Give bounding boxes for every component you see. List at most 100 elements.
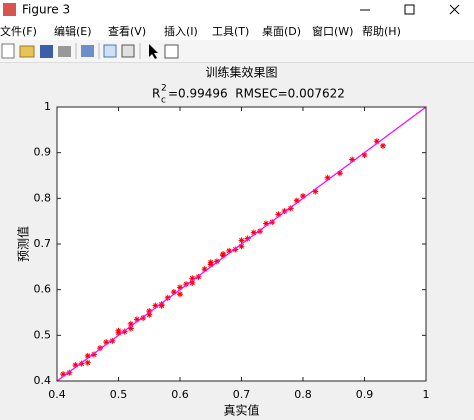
point [127, 320, 134, 327]
open-icon[interactable] [19, 45, 35, 58]
subtitle-base: R [152, 87, 160, 101]
print-icon[interactable] [58, 46, 71, 57]
point [115, 327, 122, 334]
y-axis-label: 预测值 [16, 226, 31, 262]
point [84, 352, 91, 359]
point [189, 275, 196, 282]
x-tick-label: 0.4 [48, 388, 66, 401]
menu-item[interactable]: 编辑(E) [54, 25, 92, 38]
pointer-icon[interactable] [149, 44, 158, 59]
x-tick-label: 0.5 [110, 388, 128, 401]
point [275, 211, 282, 218]
y-tick-label: 0.5 [34, 328, 52, 341]
point [158, 302, 165, 309]
point [336, 170, 343, 177]
point [349, 156, 356, 163]
point [164, 294, 171, 301]
point [312, 188, 319, 195]
toolbar-icons [1, 43, 179, 59]
x-tick-label: 0.8 [294, 388, 312, 401]
chart: 训练集效果图 R 2 c =0.99496 RMSEC=0.007622 0.4 0.5 0.… [16, 65, 430, 418]
point [226, 247, 233, 254]
menu-item[interactable]: 工具(T) [212, 25, 250, 38]
point [90, 351, 97, 358]
y-tick-label: 0.6 [34, 283, 52, 296]
save-icon[interactable] [40, 45, 53, 58]
x-axis-label: 真实值 [223, 403, 259, 418]
subtitle-sub: c [161, 96, 166, 106]
point [201, 266, 208, 273]
point [300, 193, 306, 200]
point [379, 142, 386, 149]
point [78, 360, 85, 367]
menu-item[interactable]: 窗口(W) [312, 25, 354, 38]
point [140, 314, 147, 321]
point [121, 328, 128, 335]
new-icon[interactable] [1, 43, 15, 59]
point [213, 258, 220, 265]
maximize-button[interactable] [404, 4, 415, 15]
point [66, 369, 73, 376]
property-icon[interactable] [164, 44, 179, 59]
x-tick-label: 1 [423, 388, 430, 401]
point [281, 208, 288, 215]
point [256, 228, 263, 235]
window-title: Figure 3 [22, 3, 70, 17]
title-bar-graphics: Figure 3 [3, 3, 460, 17]
point [84, 359, 91, 366]
legend-icon[interactable] [121, 44, 135, 58]
point [287, 205, 294, 212]
point [269, 219, 276, 226]
y-tick-label: 0.8 [34, 191, 52, 204]
subtitle-sup: 2 [161, 84, 167, 94]
point [97, 345, 104, 352]
x-tick-label: 0.7 [233, 388, 251, 401]
chart-title: 训练集效果图 [205, 65, 277, 80]
point [361, 151, 368, 158]
y-tick-label: 0.7 [34, 237, 52, 250]
point [177, 284, 183, 291]
point [189, 279, 196, 286]
menu-item[interactable]: 查看(V) [108, 25, 147, 38]
menu-item[interactable]: 插入(I) [164, 25, 198, 38]
toolbar [0, 40, 474, 63]
point [238, 243, 245, 250]
axes-box [56, 106, 427, 382]
point [183, 281, 190, 288]
y-tick-label: 1 [44, 100, 51, 113]
point [177, 291, 183, 298]
point [207, 259, 214, 266]
point [133, 316, 140, 323]
point [103, 339, 110, 346]
y-tick-label: 0.9 [34, 146, 52, 159]
point [373, 138, 380, 145]
link-icon[interactable] [81, 45, 94, 57]
point [244, 235, 251, 242]
point [220, 252, 227, 259]
point [60, 371, 67, 378]
point [127, 325, 134, 332]
close-button[interactable] [449, 4, 460, 15]
point [293, 197, 300, 204]
point [146, 311, 153, 318]
title-bar: Figure 3 [0, 0, 474, 20]
subtitle-text: =0.99496 RMSEC=0.007622 [168, 87, 345, 101]
point [152, 302, 159, 309]
point [263, 220, 270, 227]
point [238, 237, 245, 244]
x-tick-label: 0.6 [171, 388, 189, 401]
y-tick-label: 0.4 [34, 374, 52, 387]
point [324, 174, 331, 181]
point [170, 288, 177, 295]
menu-item[interactable]: 文件(F) [0, 25, 37, 38]
colorbar-icon[interactable] [103, 44, 117, 58]
point [250, 229, 257, 236]
menu-item[interactable]: 桌面(D) [262, 25, 302, 38]
point [109, 337, 116, 344]
menu-bar: 文件(F) 编辑(E) 查看(V) 插入(I) 工具(T) 桌面(D) 窗口(W) 帮助(H) [0, 20, 474, 40]
app-icon [3, 3, 16, 16]
point [195, 273, 202, 280]
menu-item[interactable]: 帮助(H) [362, 25, 401, 38]
point [72, 362, 79, 369]
